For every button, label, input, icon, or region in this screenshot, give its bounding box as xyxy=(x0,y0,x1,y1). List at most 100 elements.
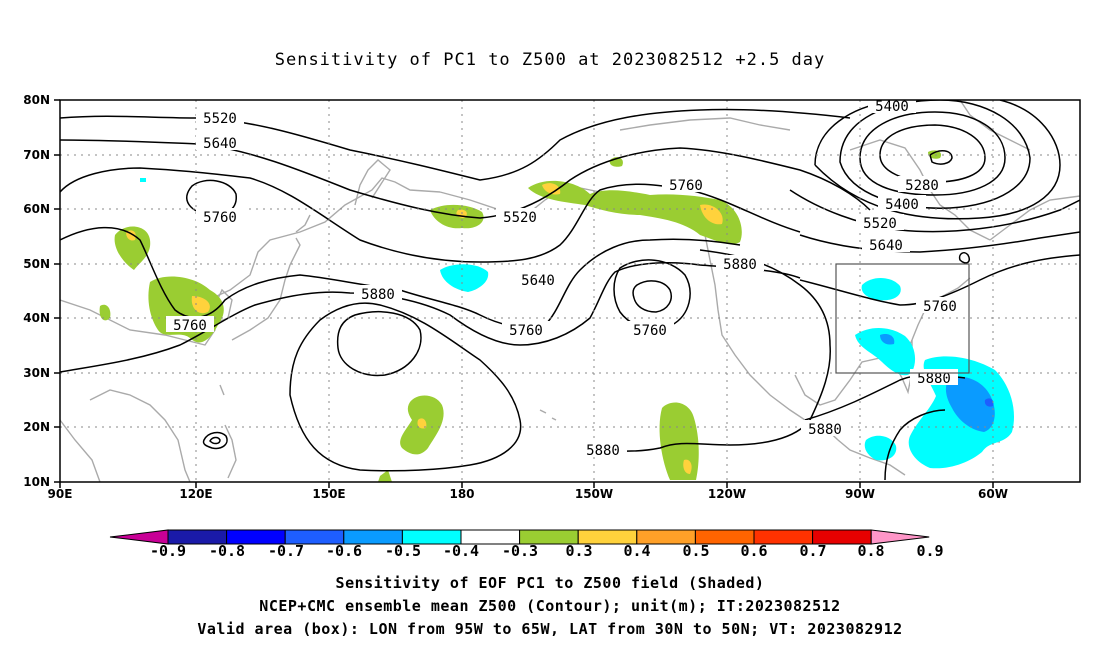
caption-line-1: Sensitivity of EOF PC1 to Z500 field (Sh… xyxy=(335,574,765,592)
shade-darkblue-atlantic xyxy=(984,398,994,407)
cb-label-5: -0.4 xyxy=(443,542,479,560)
contour-label-11: 5520 xyxy=(496,208,544,226)
cb-label-9: 0.5 xyxy=(682,542,709,560)
contour-label-4: 5760 xyxy=(196,208,244,226)
shade-green-pacific-2 xyxy=(659,402,699,480)
chart-title: Sensitivity of PC1 to Z500 at 2023082512… xyxy=(274,50,826,70)
lon-label-180: 180 xyxy=(449,487,474,501)
svg-text:5880: 5880 xyxy=(917,371,951,387)
lon-label-90w: 90W xyxy=(845,487,875,501)
cb-label-1: -0.8 xyxy=(209,542,245,560)
svg-text:5400: 5400 xyxy=(875,99,909,115)
map-border xyxy=(59,99,1081,483)
contour-label-5: 5280 xyxy=(898,176,946,194)
lat-label-40n: 40N xyxy=(23,311,50,325)
svg-text:5760: 5760 xyxy=(509,323,543,339)
contour-label-3: 5640 xyxy=(196,134,244,152)
shade-green-asia-1 xyxy=(114,226,151,270)
lat-label-80n: 80N xyxy=(23,93,50,107)
cb-label-2: -0.7 xyxy=(268,542,304,560)
shade-green-bering xyxy=(430,204,484,229)
contour-label-16: 5760 xyxy=(626,321,674,339)
contour-label-13: 5640 xyxy=(514,271,562,289)
svg-text:5640: 5640 xyxy=(521,273,555,289)
svg-text:5640: 5640 xyxy=(869,238,903,254)
svg-text:5880: 5880 xyxy=(586,443,620,459)
lat-label-30n: 30N xyxy=(23,366,50,380)
lat-label-70n: 70N xyxy=(23,148,50,162)
lat-label-10n: 10N xyxy=(23,475,50,489)
cb-label-11: 0.7 xyxy=(799,542,826,560)
lon-label-120e: 120E xyxy=(179,487,212,501)
axis-ticks xyxy=(54,99,994,488)
colorbar-right-arrow xyxy=(870,529,930,545)
svg-text:5520: 5520 xyxy=(863,216,897,232)
svg-text:5760: 5760 xyxy=(669,178,703,194)
svg-text:5760: 5760 xyxy=(173,318,207,334)
cb-label-8: 0.4 xyxy=(623,542,650,560)
svg-text:5520: 5520 xyxy=(203,111,237,127)
caption-line-2: NCEP+CMC ensemble mean Z500 (Contour); u… xyxy=(259,597,841,615)
lon-label-90e: 90E xyxy=(48,487,73,501)
shade-yellow-pacific-2 xyxy=(683,459,692,474)
cb-label-3: -0.6 xyxy=(326,542,362,560)
shade-cyan-small xyxy=(140,178,146,182)
cb-label-4: -0.5 xyxy=(385,542,421,560)
svg-text:5520: 5520 xyxy=(503,210,537,226)
shade-blue-atlantic xyxy=(945,376,995,432)
contour-label-17: 5760 xyxy=(166,316,214,334)
svg-text:5880: 5880 xyxy=(808,422,842,438)
lat-label-50n: 50N xyxy=(23,257,50,271)
shade-cyan-us-east xyxy=(855,327,916,376)
lat-label-20n: 20N xyxy=(23,420,50,434)
cb-label-6: -0.3 xyxy=(502,542,538,560)
svg-text:5760: 5760 xyxy=(633,323,667,339)
svg-text:5280: 5280 xyxy=(905,178,939,194)
shade-cyan-greatlakes xyxy=(861,277,901,301)
map-frame-bg xyxy=(60,100,1080,482)
shade-yellow-asia-2 xyxy=(191,296,210,314)
shade-yellow-gulf-alaska-1 xyxy=(542,183,561,195)
cb-label-13: 0.9 xyxy=(916,542,943,560)
svg-text:5400: 5400 xyxy=(885,197,919,213)
caption-line-3: Valid area (box): LON from 95W to 65W, L… xyxy=(197,620,903,638)
svg-text:5880: 5880 xyxy=(723,257,757,273)
contour-label-12: 5760 xyxy=(916,297,964,315)
cb-label-0: -0.9 xyxy=(150,542,186,560)
contour-label-10: 5880 xyxy=(354,285,402,303)
lon-label-150e: 150E xyxy=(312,487,345,501)
longitude-labels: 90E 120E 150E 180 150W 120W 90W 60W xyxy=(48,487,1008,501)
colorbar-labels: -0.9 -0.8 -0.7 -0.6 -0.5 -0.4 -0.3 0.3 0… xyxy=(150,542,944,560)
contour-label-6: 5400 xyxy=(878,195,926,213)
contour-label-group: 5400 5520 5640 5760 5280 5400 5520 5640 … xyxy=(166,99,964,459)
svg-text:5760: 5760 xyxy=(923,299,957,315)
contour-label-18: 5880 xyxy=(910,369,958,387)
contour-label-15: 5760 xyxy=(502,321,550,339)
latitude-labels: 80N 70N 60N 50N 40N 30N 20N 10N xyxy=(23,93,50,489)
valid-area-box xyxy=(835,263,970,374)
svg-text:5880: 5880 xyxy=(361,287,395,303)
coastlines xyxy=(60,100,1080,482)
shade-blue-us-east xyxy=(880,334,895,345)
contour-label-20: 5880 xyxy=(579,441,627,459)
svg-text:5640: 5640 xyxy=(203,136,237,152)
contour-label-8: 5640 xyxy=(862,236,910,254)
contour-label-1: 5400 xyxy=(868,99,916,115)
contour-label-19: 5880 xyxy=(801,420,849,438)
shade-yellow-pacific-1 xyxy=(417,418,427,429)
shade-cyan-npacific xyxy=(440,264,489,292)
svg-text:5760: 5760 xyxy=(203,210,237,226)
contour-label-9: 5760 xyxy=(662,176,710,194)
lon-label-60w: 60W xyxy=(978,487,1008,501)
shade-green-asia-3 xyxy=(99,304,111,321)
colorbar xyxy=(109,529,930,545)
lon-label-120w: 120W xyxy=(708,487,746,501)
shade-green-pacific-3 xyxy=(378,470,392,482)
lon-label-150w: 150W xyxy=(575,487,613,501)
lat-label-60n: 60N xyxy=(23,202,50,216)
cb-label-10: 0.6 xyxy=(740,542,767,560)
contour-label-2: 5520 xyxy=(196,109,244,127)
cb-label-7: 0.3 xyxy=(565,542,592,560)
cb-label-12: 0.8 xyxy=(857,542,884,560)
